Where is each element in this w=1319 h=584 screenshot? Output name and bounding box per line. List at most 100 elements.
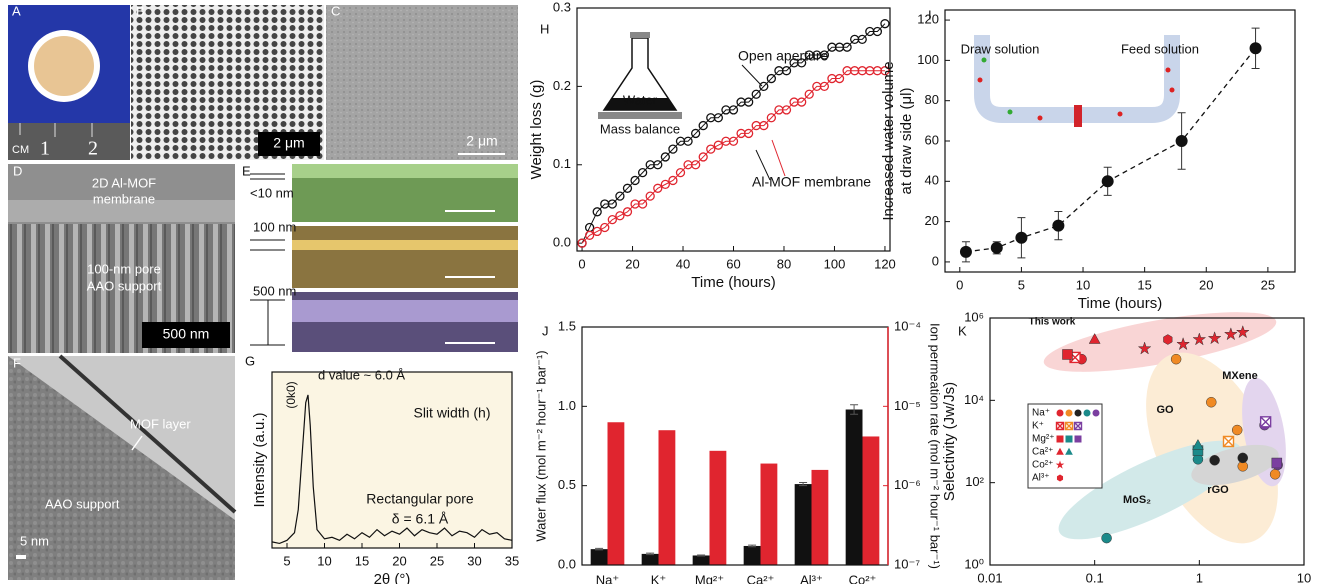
data-point [797,58,807,68]
x-tick-label: 0.1 [1086,570,1104,584]
panel-c: C 2 μm [326,3,518,160]
y-axis-title: Increased water volume [880,61,897,220]
data-point [584,230,595,240]
u-tube-part [1007,109,1013,115]
data-point [1163,334,1173,345]
panel-letter: I [928,7,932,22]
y2-axis-title: Ion permeation rate (mol m⁻² hour⁻¹ bar⁻… [928,323,943,569]
x-tick-label: K⁺ [651,572,667,584]
x-tick-label: 0.01 [977,570,1002,584]
legend-marker [1055,460,1065,469]
data-point [1176,336,1191,351]
x-tick-label: Na⁺ [596,572,619,584]
panel-e-part [292,300,518,322]
data-point [668,175,678,186]
y-tick-label: 1.0 [558,398,576,413]
u-tube-part [1037,115,1043,121]
x-tick-label: 100 [824,256,846,271]
thickness-label: 500 nm [253,283,296,298]
plot-frame [271,371,513,549]
data-point [766,113,777,123]
y-axis-title: Intensity (a.u.) [251,412,268,507]
material-regions-part [1146,352,1278,544]
panel-d-part [142,322,230,348]
panel-d: D 2D Al-MOF membrane 100-nm pore AAO sup… [8,163,235,353]
u-tube-part [1074,105,1082,127]
y-tick-label: 120 [917,12,939,27]
bar [743,545,761,565]
scale-bar-label: 2 μm [273,135,304,151]
panel-b-part [258,132,320,156]
flask-icon-part [630,32,650,38]
x-tick-label: 20 [1199,277,1213,292]
data-point [797,97,807,107]
x-tick-label: 15 [355,553,369,568]
panel-letter: G [245,353,255,368]
y-tick-label: 100 [917,52,939,67]
bar [658,430,676,565]
data-point [592,226,602,237]
data-point [1207,331,1222,345]
data-point [1101,175,1114,188]
legend-label: K⁺ [1032,421,1044,432]
data-point [637,199,648,209]
data-point [1269,469,1281,480]
legend-label: Ca²⁺ [1032,447,1053,458]
material-regions-part [1191,444,1279,486]
data-point [759,120,769,131]
x-tick-label: 10 [1076,277,1090,292]
panel-e-part [292,164,518,178]
scale-bar-label: 2 μm [466,133,497,149]
thickness-label: 100 nm [253,219,296,234]
data-point [990,241,1003,254]
panel-f-part [16,555,26,559]
x-axis-title: 2θ (°) [374,571,411,584]
panel-a-part [34,36,94,96]
annotation: Rectangular pore [366,491,474,507]
image-label: AAO support [45,496,120,511]
material-regions [1043,312,1286,544]
x-tick-label: 10 [1297,570,1311,584]
y2-tick-label: 10⁻⁴ [894,318,921,333]
error-bar [850,404,859,415]
data-point [804,89,814,99]
legend-marker [1064,421,1074,431]
y-axis-title: at draw side (μl) [898,87,915,194]
plot-frame [576,7,891,252]
panel-f: F MOF layer AAO support 5 nm [8,354,237,580]
y-tick-label: 0.0 [553,235,571,250]
data-point [592,207,602,217]
y-tick-label: 10⁴ [964,392,984,407]
data-point [1062,349,1073,360]
legend-label: Na⁺ [1032,408,1050,419]
panel-letter: F [13,355,21,370]
data-point [880,66,890,76]
y-tick-label: 1.5 [558,318,576,333]
data-point [781,66,792,76]
data-point [1206,396,1217,408]
panel-letter: C [331,3,340,18]
data-point [1222,435,1235,448]
data-point [857,34,867,45]
panel-letter: E [242,163,251,178]
data-point [622,183,633,193]
legend-marker [1092,409,1100,417]
y-axis-title: Weight loss (g) [528,80,545,180]
plot-frame [944,9,1296,273]
y-tick-label: 0.5 [558,477,576,492]
data-point [872,26,883,37]
data-point [683,136,693,146]
panel-d-part [8,200,235,222]
data-point [819,81,830,92]
data-point [819,50,830,60]
flask-icon-part [604,98,676,110]
data-point [713,140,724,150]
y-tick-label: 20 [925,213,939,228]
bar [590,549,608,565]
data-point [637,167,648,178]
data-point [1052,219,1065,232]
annotation: Slit width (h) [413,405,490,421]
trend-line [965,47,1257,253]
data-point [743,128,754,139]
